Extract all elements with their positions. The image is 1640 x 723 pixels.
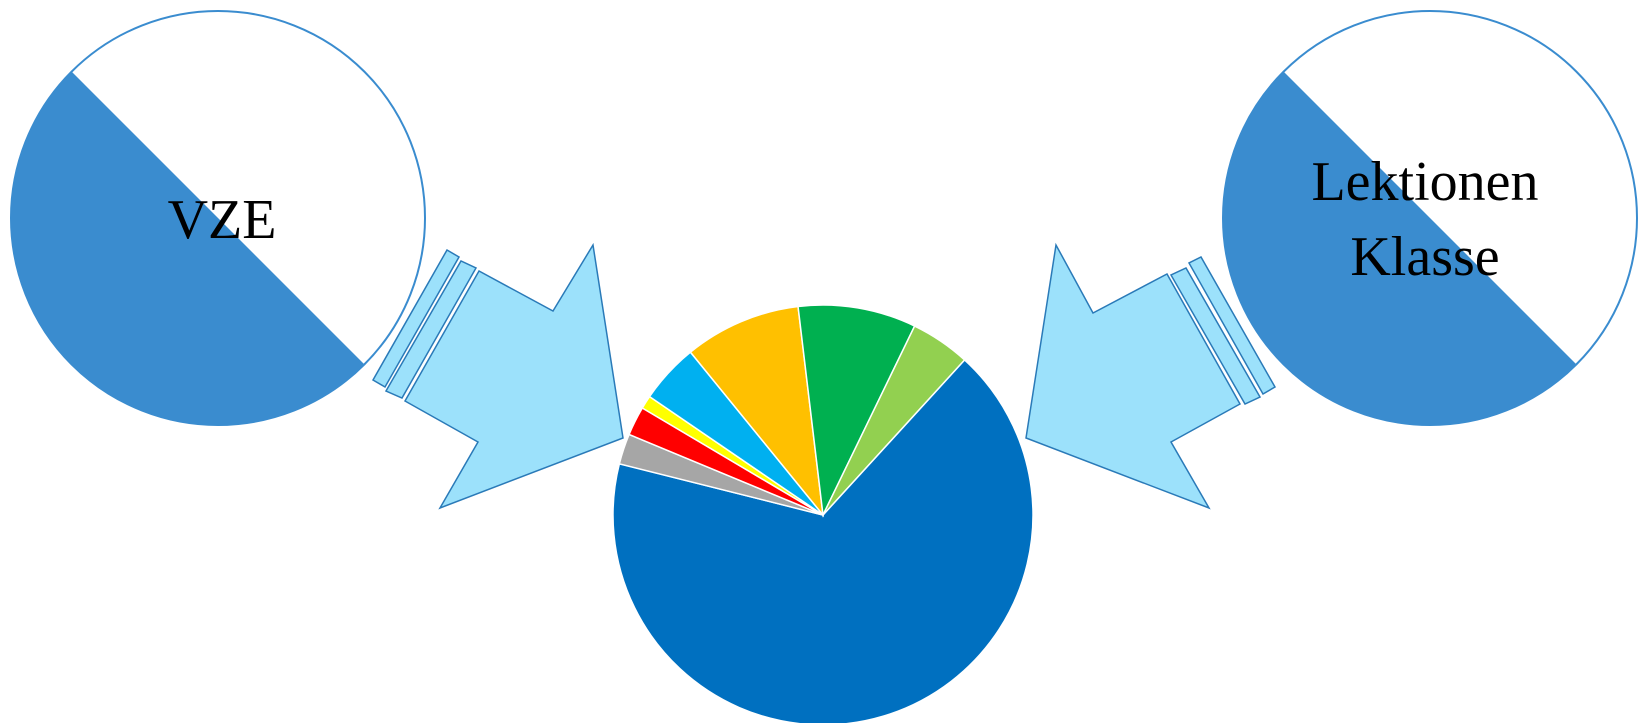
right-arrow-body: [1025, 242, 1242, 510]
left-arrow-stripe-1: [371, 248, 461, 389]
right-arrow-stripe-1: [1187, 256, 1277, 396]
left-circle: VZE: [10, 10, 426, 426]
right-circle-label-line2: Klasse: [1350, 226, 1499, 288]
left-circle-label: VZE: [168, 189, 277, 251]
left-circle-filled-half: [11, 71, 365, 425]
pie-slice-6: [689, 305, 825, 518]
right-arrow-stripe-2: [1169, 267, 1262, 405]
left-arrow-stripe-2: [384, 260, 478, 399]
pie-chart: [612, 304, 1034, 723]
left-arrow: [371, 242, 624, 510]
right-circle-filled-half: [1223, 71, 1577, 425]
right-circle-label-line1: Lektionen: [1311, 151, 1538, 213]
pie-slice-8: [822, 325, 966, 516]
right-arrow: [1025, 242, 1277, 510]
right-circle: Lektionen Klasse: [1222, 10, 1638, 426]
pie-slice-1: [612, 358, 1034, 723]
left-arrow-body: [403, 242, 624, 510]
pie-slice-7: [797, 304, 916, 518]
